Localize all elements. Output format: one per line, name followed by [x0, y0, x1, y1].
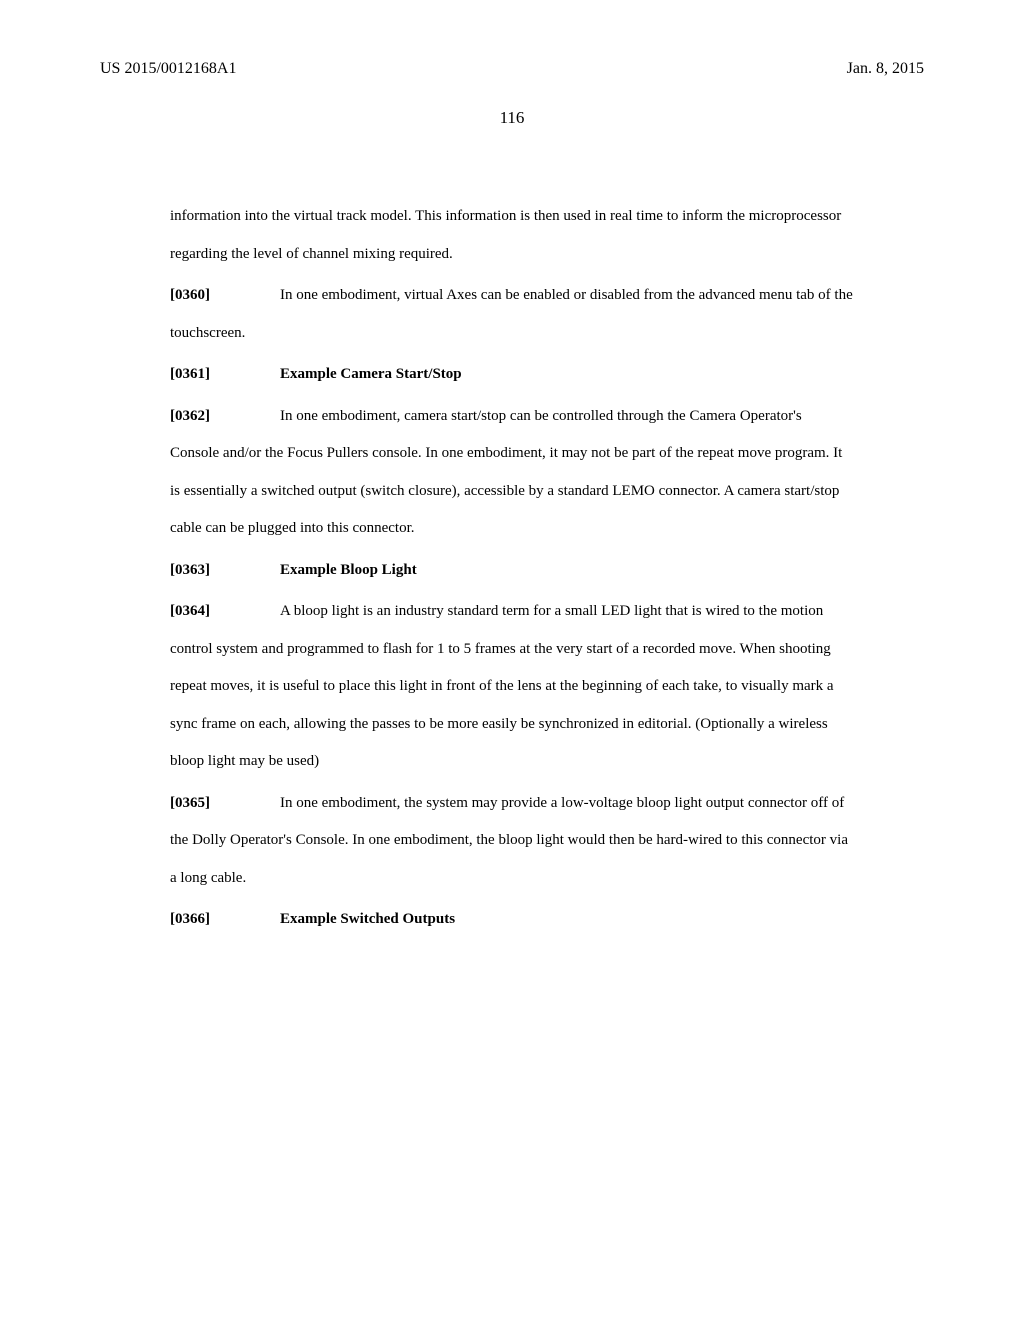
paragraph-text: In one embodiment, the system may provid… [170, 795, 848, 886]
body-content: information into the virtual track model… [100, 198, 924, 939]
paragraph-0366: [0366] Example Switched Outputs [170, 901, 854, 939]
paragraph-0363: [0363] Example Bloop Light [170, 552, 854, 590]
paragraph-continuation: information into the virtual track model… [170, 198, 854, 273]
paragraph-number: [0364] [170, 603, 210, 619]
paragraph-number: [0362] [170, 408, 210, 424]
section-heading: Example Bloop Light [280, 562, 417, 578]
paragraph-0360: [0360]In one embodiment, virtual Axes ca… [170, 277, 854, 352]
paragraph-number: [0365] [170, 795, 210, 811]
paragraph-0365: [0365]In one embodiment, the system may … [170, 785, 854, 898]
section-heading: Example Switched Outputs [280, 911, 455, 927]
paragraph-number: [0366] [170, 911, 210, 927]
paragraph-number: [0361] [170, 366, 210, 382]
paragraph-0361: [0361] Example Camera Start/Stop [170, 356, 854, 394]
paragraph-text: A bloop light is an industry standard te… [170, 603, 834, 769]
paragraph-number: [0363] [170, 562, 210, 578]
page-number: 116 [100, 108, 924, 128]
paragraph-0364: [0364]A bloop light is an industry stand… [170, 593, 854, 781]
page-header: US 2015/0012168A1 Jan. 8, 2015 [100, 60, 924, 78]
patent-page: US 2015/0012168A1 Jan. 8, 2015 116 infor… [0, 0, 1024, 1003]
publication-date: Jan. 8, 2015 [847, 60, 924, 78]
publication-number: US 2015/0012168A1 [100, 60, 236, 78]
paragraph-text: In one embodiment, virtual Axes can be e… [170, 287, 853, 341]
paragraph-text: information into the virtual track model… [170, 208, 841, 262]
paragraph-text: In one embodiment, camera start/stop can… [170, 408, 842, 537]
section-heading: Example Camera Start/Stop [280, 366, 462, 382]
paragraph-number: [0360] [170, 287, 210, 303]
paragraph-0362: [0362]In one embodiment, camera start/st… [170, 398, 854, 548]
